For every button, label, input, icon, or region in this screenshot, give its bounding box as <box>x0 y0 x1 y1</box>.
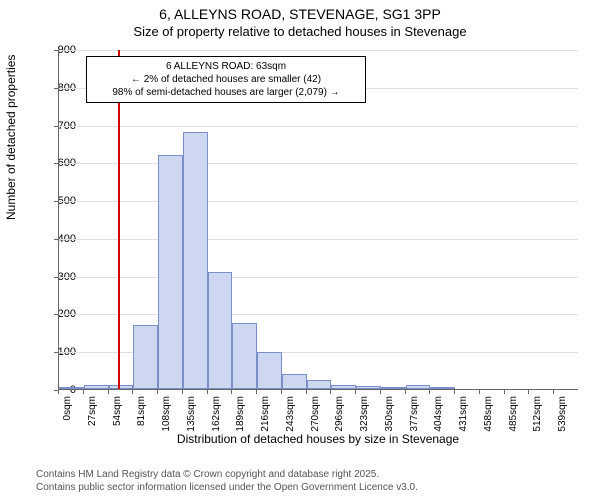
x-tick-label: 404sqm <box>433 396 444 436</box>
x-tick-mark <box>132 390 133 394</box>
x-tick-label: 512sqm <box>532 396 543 436</box>
x-tick-label: 296sqm <box>334 396 345 436</box>
x-tick-label: 377sqm <box>409 396 420 436</box>
histogram-bar <box>133 325 158 389</box>
histogram-bar <box>183 132 208 389</box>
x-tick-label: 0sqm <box>62 396 73 436</box>
histogram-bar <box>109 385 134 389</box>
footer-line2: Contains public sector information licen… <box>36 481 418 494</box>
histogram-bar <box>84 385 109 389</box>
x-tick-mark <box>281 390 282 394</box>
x-tick-label: 539sqm <box>557 396 568 436</box>
footer-line1: Contains HM Land Registry data © Crown c… <box>36 468 418 481</box>
x-tick-label: 81sqm <box>136 396 147 436</box>
x-tick-mark <box>504 390 505 394</box>
histogram-bar <box>282 374 307 389</box>
x-tick-label: 27sqm <box>87 396 98 436</box>
x-tick-mark <box>306 390 307 394</box>
x-tick-label: 54sqm <box>112 396 123 436</box>
x-tick-mark <box>157 390 158 394</box>
y-axis-label: Number of detached properties <box>4 55 18 220</box>
histogram-bar <box>430 387 455 389</box>
annotation-box: 6 ALLEYNS ROAD: 63sqm ← 2% of detached h… <box>86 56 366 103</box>
x-tick-label: 135sqm <box>186 396 197 436</box>
x-tick-mark <box>380 390 381 394</box>
x-tick-label: 189sqm <box>235 396 246 436</box>
x-tick-mark <box>429 390 430 394</box>
x-tick-mark <box>108 390 109 394</box>
x-tick-mark <box>405 390 406 394</box>
histogram-bar <box>232 323 257 389</box>
x-tick-label: 431sqm <box>458 396 469 436</box>
footer-attribution: Contains HM Land Registry data © Crown c… <box>36 468 418 494</box>
x-tick-mark <box>454 390 455 394</box>
title-block: 6, ALLEYNS ROAD, STEVENAGE, SG1 3PP Size… <box>0 0 600 39</box>
x-axis-label: Distribution of detached houses by size … <box>58 432 578 446</box>
x-tick-mark <box>207 390 208 394</box>
histogram-bar <box>158 155 183 389</box>
x-tick-mark <box>58 390 59 394</box>
annotation-line1: 6 ALLEYNS ROAD: 63sqm <box>93 60 359 73</box>
annotation-line2: ← 2% of detached houses are smaller (42) <box>93 73 359 86</box>
x-tick-label: 162sqm <box>211 396 222 436</box>
x-tick-mark <box>182 390 183 394</box>
x-tick-label: 270sqm <box>310 396 321 436</box>
histogram-bar <box>331 385 356 389</box>
x-tick-mark <box>83 390 84 394</box>
histogram-bar <box>59 387 84 389</box>
histogram-bar <box>307 380 332 389</box>
x-tick-label: 243sqm <box>285 396 296 436</box>
histogram-bar <box>208 272 233 389</box>
x-tick-label: 323sqm <box>359 396 370 436</box>
x-tick-label: 485sqm <box>508 396 519 436</box>
x-tick-label: 458sqm <box>483 396 494 436</box>
x-tick-label: 350sqm <box>384 396 395 436</box>
x-tick-mark <box>553 390 554 394</box>
x-tick-label: 216sqm <box>260 396 271 436</box>
histogram-bar <box>406 385 431 389</box>
chart-subtitle: Size of property relative to detached ho… <box>0 24 600 39</box>
histogram-bar <box>381 387 406 389</box>
x-tick-mark <box>256 390 257 394</box>
x-tick-mark <box>355 390 356 394</box>
histogram-bar <box>356 386 381 389</box>
x-tick-mark <box>330 390 331 394</box>
histogram-bar <box>257 352 282 389</box>
x-tick-mark <box>528 390 529 394</box>
x-tick-mark <box>479 390 480 394</box>
x-tick-label: 108sqm <box>161 396 172 436</box>
chart-container: 6, ALLEYNS ROAD, STEVENAGE, SG1 3PP Size… <box>0 0 600 500</box>
annotation-line3: 98% of semi-detached houses are larger (… <box>93 86 359 99</box>
chart-title: 6, ALLEYNS ROAD, STEVENAGE, SG1 3PP <box>0 6 600 22</box>
x-tick-mark <box>231 390 232 394</box>
